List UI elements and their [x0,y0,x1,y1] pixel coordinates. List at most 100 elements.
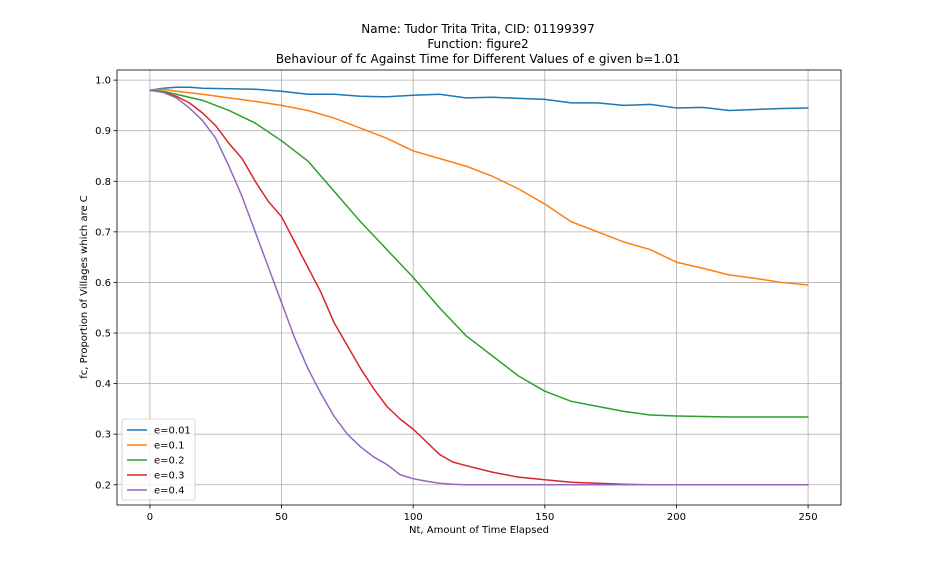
data-point [570,484,572,486]
data-point [307,160,309,162]
data-point [728,109,730,112]
data-point [162,91,164,93]
data-point [425,441,427,443]
data-point [175,95,177,97]
data-point [754,277,757,279]
legend-label: e=0.1 [154,441,184,452]
data-point [386,463,388,466]
data-point [201,99,204,101]
x-tick-label: 50 [275,512,288,523]
data-point [267,200,269,203]
data-point [346,345,348,347]
data-point [333,93,335,95]
data-point [438,93,441,95]
data-point [280,104,283,107]
legend-label: e=0.2 [154,456,184,467]
data-point [228,165,230,167]
series-lines [149,86,809,486]
data-point [254,100,256,102]
data-point [491,484,493,486]
data-point [465,334,467,337]
data-point [333,190,335,192]
data-point [175,97,177,99]
data-point [359,367,362,370]
title-line-2: Function: figure2 [427,37,528,51]
data-point [623,241,625,243]
y-tick-label: 0.2 [95,480,111,491]
data-point [254,231,256,233]
data-point [544,203,546,205]
grid [117,70,841,505]
data-point [412,150,414,152]
chart-title: Name: Tudor Trita Trita, CID: 01199397 F… [276,22,680,66]
data-point [438,307,441,309]
data-point [201,112,204,114]
data-point [623,410,625,413]
data-point [675,261,678,263]
data-point [649,484,651,486]
x-tick-label: 0 [147,512,153,523]
data-point [570,221,572,223]
data-point [201,93,204,95]
data-point [491,355,493,357]
series-line-2 [149,89,809,418]
data-point [807,416,809,418]
data-point [188,86,190,88]
data-point [596,484,599,486]
data-point [623,104,625,107]
data-point [373,456,375,458]
data-point [162,88,164,90]
data-point [346,433,348,435]
title-line-1: Name: Tudor Trita Trita, CID: 01199397 [361,22,594,36]
data-point [359,95,362,97]
data-point [333,415,335,418]
data-point [517,97,520,99]
series-line-0 [149,86,809,112]
data-point [188,102,190,104]
data-point [280,216,283,218]
x-tick-label: 200 [667,512,686,523]
data-point [280,302,283,304]
legend-label: e=0.3 [154,471,184,482]
series-line-1 [149,88,809,286]
x-tick-label: 150 [535,512,554,523]
data-point [728,416,730,418]
data-point [228,109,230,112]
data-point [491,96,493,98]
y-tick-label: 0.7 [95,227,111,238]
plot-frame [116,69,842,506]
data-point [465,484,467,486]
data-point [570,481,572,483]
data-point [399,474,401,476]
data-point [438,453,441,456]
data-point [175,90,177,92]
data-point [333,117,335,119]
data-point [188,107,190,109]
data-point [241,157,243,160]
data-point [254,122,256,124]
data-point [452,483,454,485]
series-line-3 [149,89,809,486]
data-point [465,464,467,467]
data-point [386,137,388,139]
data-point [425,480,427,482]
data-point [781,416,783,418]
data-point [728,274,730,276]
y-tick-label: 0.8 [95,177,111,188]
data-point [175,93,177,95]
data-point [702,484,704,486]
data-point [215,125,217,127]
data-point [149,89,151,91]
data-point [517,188,520,190]
y-tick-label: 0.4 [95,379,111,390]
data-point [649,248,651,251]
data-point [649,103,651,105]
y-tick-label: 0.6 [95,278,111,289]
data-point [517,484,520,486]
data-point [412,94,414,96]
data-point [412,478,414,480]
data-point [386,96,388,98]
data-point [201,87,204,89]
